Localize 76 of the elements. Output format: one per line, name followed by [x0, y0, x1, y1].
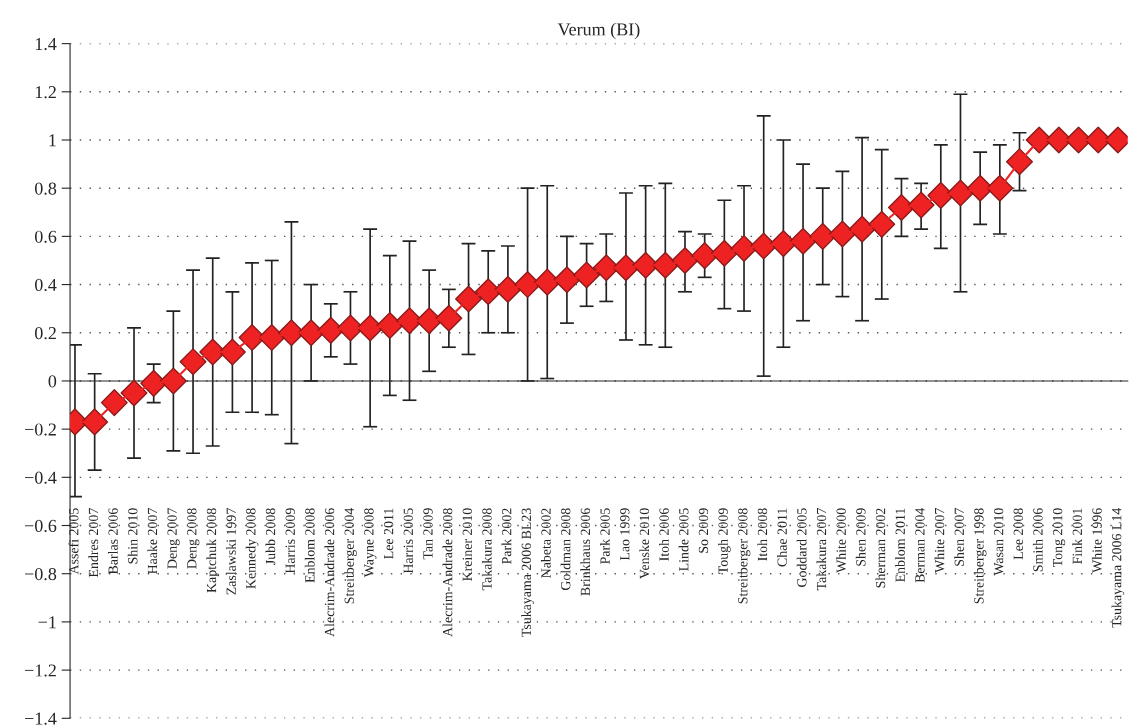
x-tick-label: Streitberger 2008 — [737, 508, 751, 604]
point — [455, 285, 483, 313]
x-tick-label: White 2007 — [934, 508, 945, 573]
x-tick-label: Zaslawski 1997 — [226, 508, 236, 595]
x-tick-label: Wayne 2008 — [364, 508, 377, 578]
x-tick-label: Kreiner 2010 — [462, 508, 473, 581]
x-tick-label: So 2009 — [698, 508, 709, 553]
x-tick-label: Nabeta 2002 — [540, 508, 551, 578]
y-tick-label: 0.8 — [34, 182, 57, 195]
x-tick-label: Kennedy 2008 — [245, 508, 259, 589]
x-tick-label: Enblom 2008 — [304, 508, 315, 583]
x-tick-label: Takakura 2008 — [481, 508, 492, 591]
x-tick-label: Assefi 2005 — [68, 508, 79, 575]
x-tick-label: Goldman 2008 — [560, 508, 571, 591]
x-tick-label: Lee 2008 — [1013, 508, 1023, 560]
point — [573, 261, 601, 289]
x-tick-label: Endres 2007 — [88, 508, 99, 578]
y-tick-label: 1.2 — [35, 86, 56, 99]
x-tick-label: Itoh 2006 — [659, 508, 669, 561]
x-tick-label: Chae 2011 — [777, 508, 787, 567]
y-tick-label: 1 — [49, 134, 56, 147]
point — [159, 367, 187, 395]
y-tick-label: 0 — [48, 375, 57, 388]
y-tick-label: −1.4 — [25, 712, 57, 725]
y-tick-label: −0.8 — [25, 567, 57, 581]
x-tick-label: Fink 2001 — [1072, 508, 1083, 565]
x-tick-label: Enblom 2011 — [895, 508, 905, 583]
y-tick-label: 0.4 — [34, 278, 57, 292]
x-tick-label: Goddard 2005 — [796, 508, 807, 587]
x-tick-label: Park 2002 — [501, 508, 512, 565]
x-tick-label: Tough 2009 — [718, 508, 731, 574]
x-tick-label: Barlas 2006 — [108, 508, 118, 575]
y-tick-label: 1.4 — [35, 37, 57, 51]
x-tick-label: Alecrim-Andrade 2006 — [324, 508, 335, 637]
chart-title: Verum (BI) — [557, 22, 640, 40]
point — [218, 338, 246, 366]
x-tick-label: Harris 2009 — [285, 508, 295, 574]
x-tick-label: Berman 2004 — [915, 507, 925, 583]
x-tick-label: Lao 1999 — [620, 508, 630, 561]
x-tick-label: Wasan 2010 — [993, 508, 1004, 576]
x-tick-label: Kaptchuk 2008 — [206, 508, 220, 593]
x-tick-label: Harris 2005 — [403, 508, 413, 574]
x-tick-label: Shen 2009 — [855, 508, 866, 566]
y-tick-label: −0.4 — [25, 471, 57, 484]
x-tick-label: Shin 2010 — [127, 508, 138, 564]
x-tick-label: Deng 2007 — [167, 508, 180, 569]
x-tick-label: Brinkhaus 2006 — [580, 508, 591, 596]
x-tick-label: Haake 2007 — [147, 508, 158, 575]
y-tick-label: 0.2 — [34, 327, 56, 340]
y-tick-label: −1 — [38, 616, 56, 629]
y-tick-label: −1.2 — [25, 664, 56, 677]
x-tick-label: White 1996 — [1091, 508, 1102, 573]
point — [179, 348, 207, 376]
y-tick-label: 0.6 — [34, 230, 57, 243]
x-tick-label: Alecrim-Andrade 2008 — [442, 508, 453, 637]
x-tick-label: Tong 2010 — [1052, 508, 1066, 568]
x-tick-label: Lee 2011 — [383, 508, 394, 559]
x-tick-label: Deng 2008 — [187, 508, 200, 569]
x-tick-label: Smith 2006 — [1032, 508, 1043, 572]
x-tick-label: Jubb 2008 — [265, 508, 276, 565]
x-tick-label: Streitberger 2004 — [344, 507, 357, 604]
x-tick-label: Tan 2009 — [423, 508, 433, 560]
x-tick-label: Sherman 2002 — [875, 508, 886, 588]
point — [81, 408, 109, 436]
x-tick-label: Park 2005 — [599, 508, 610, 565]
x-tick-label: Linde 2005 — [678, 508, 689, 571]
x-tick-label: Takakura 2007 — [816, 508, 827, 591]
x-tick-label: Shen 2007 — [954, 508, 964, 566]
x-tick-label: Tsukayama 2006 L14 — [1111, 507, 1125, 628]
y-tick-label: −0.2 — [25, 423, 56, 436]
x-tick-label: Tsukayama 2006 BL23 — [521, 508, 534, 637]
x-tick-label: Venske 2010 — [639, 508, 650, 579]
y-tick-label: −0.6 — [25, 519, 57, 533]
x-tick-label: Streitberger 1998 — [973, 508, 987, 604]
x-tick-label: White 2000 — [836, 508, 846, 573]
x-tick-label: Itoh 2008 — [757, 508, 768, 561]
